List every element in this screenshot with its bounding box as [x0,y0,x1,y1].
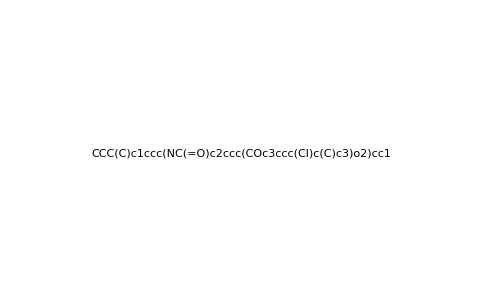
Text: CCC(C)c1ccc(NC(=O)c2ccc(COc3ccc(Cl)c(C)c3)o2)cc1: CCC(C)c1ccc(NC(=O)c2ccc(COc3ccc(Cl)c(C)c… [91,148,391,158]
